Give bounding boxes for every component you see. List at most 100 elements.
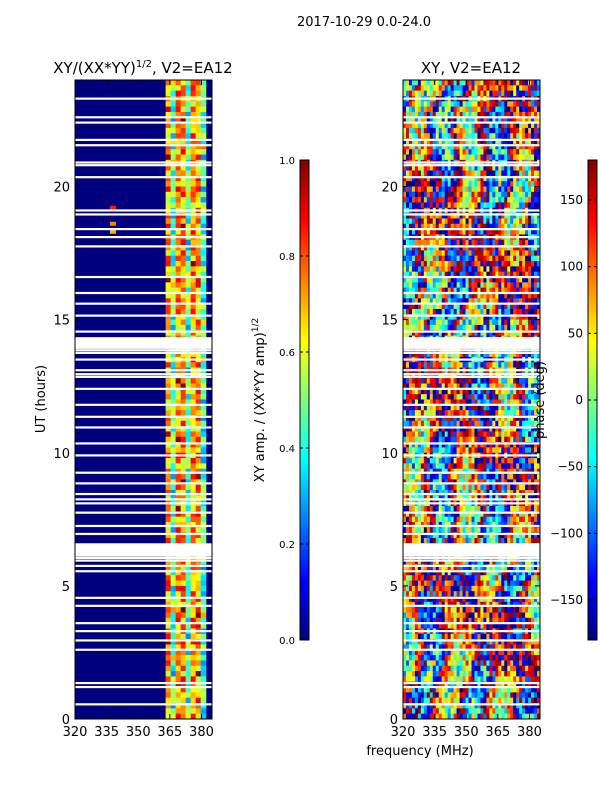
heatmap-cell	[190, 415, 197, 422]
heatmap-cell	[417, 426, 422, 433]
heatmap-cell	[465, 298, 470, 305]
heatmap-cell	[465, 383, 470, 390]
heatmap-cell	[519, 527, 523, 534]
heatmap-cell	[170, 149, 177, 156]
heatmap-cell	[165, 484, 172, 491]
heatmap-cell	[190, 511, 197, 518]
y-tick-label: 10	[53, 447, 70, 462]
heatmap-cell	[483, 223, 487, 230]
heatmap-cell	[507, 255, 511, 262]
heatmap-cell	[492, 149, 496, 156]
heatmap-cell	[426, 351, 431, 358]
heatmap-cell	[522, 282, 526, 289]
heatmap-cell	[477, 378, 482, 385]
heatmap-cell	[456, 122, 461, 129]
heatmap-cell	[165, 101, 172, 108]
heatmap-cell	[537, 516, 540, 523]
heatmap-cell	[525, 447, 529, 454]
heatmap-cell	[531, 218, 535, 225]
heatmap-cell	[429, 127, 434, 134]
heatmap-cell	[450, 133, 455, 140]
heatmap-cell	[525, 127, 529, 134]
heatmap-cell	[423, 293, 428, 299]
heatmap-cell	[185, 261, 192, 267]
heatmap-cell	[513, 426, 517, 433]
heatmap-cell	[441, 303, 446, 310]
heatmap-cell	[519, 298, 523, 305]
heatmap-cell	[447, 293, 452, 299]
heatmap-cell	[417, 261, 422, 267]
heatmap-cell	[180, 133, 187, 140]
heatmap-cell	[165, 591, 172, 598]
heatmap-cell	[450, 239, 455, 246]
heatmap-cell	[165, 447, 172, 454]
heatmap-cell	[408, 127, 413, 134]
heatmap-cell	[495, 197, 499, 204]
heatmap-cell	[414, 511, 419, 518]
heatmap-cell	[450, 223, 455, 230]
heatmap-cell	[185, 186, 192, 193]
heatmap-cell	[175, 287, 182, 294]
heatmap-cell	[534, 516, 538, 523]
heatmap-cell	[447, 506, 452, 512]
heatmap-cell	[411, 415, 416, 422]
heatmap-cell	[456, 314, 461, 321]
heatmap-cell	[435, 191, 440, 198]
heatmap-cell	[175, 527, 182, 534]
heatmap-cell	[180, 282, 187, 289]
heatmap-cell	[170, 117, 177, 124]
heatmap-cell	[474, 186, 479, 193]
heatmap-cell	[513, 330, 517, 337]
heatmap-cell	[441, 245, 446, 251]
heatmap-cell	[534, 117, 538, 124]
heatmap-cell	[507, 351, 511, 358]
heatmap-cell	[444, 474, 449, 480]
heatmap-cell	[438, 511, 443, 518]
heatmap-cell	[190, 287, 197, 294]
heatmap-cell	[516, 474, 520, 480]
heatmap-cell	[534, 90, 538, 97]
heatmap-cell	[471, 442, 476, 449]
heatmap-cell	[483, 266, 487, 273]
heatmap-cell	[519, 186, 523, 193]
heatmap-cell	[519, 415, 523, 422]
heatmap-cell	[489, 213, 493, 220]
heatmap-cell	[528, 511, 532, 518]
heatmap-cell	[462, 415, 467, 422]
heatmap-cell	[510, 298, 514, 305]
heatmap-cell	[501, 223, 505, 230]
heatmap-cell	[471, 250, 476, 257]
heatmap-cell	[185, 122, 192, 129]
heatmap-cell	[435, 431, 440, 438]
heatmap-cell	[435, 122, 440, 129]
heatmap-cell	[175, 239, 182, 246]
heatmap-cell	[465, 506, 470, 512]
heatmap-cell	[483, 383, 487, 390]
heatmap-cell	[417, 271, 422, 278]
flagged-row	[75, 498, 212, 501]
heatmap-cell	[408, 197, 413, 204]
heatmap-cell	[447, 170, 452, 177]
heatmap-cell	[190, 324, 197, 331]
heatmap-cell	[495, 85, 499, 92]
heatmap-cell	[405, 106, 410, 113]
heatmap-cell	[175, 484, 182, 491]
heatmap-cell	[450, 319, 455, 326]
heatmap-cell	[408, 133, 413, 140]
heatmap-cell	[441, 197, 446, 204]
heatmap-cell	[420, 436, 425, 443]
heatmap-cell	[185, 569, 192, 576]
heatmap-cell	[170, 319, 177, 326]
heatmap-cell	[465, 303, 470, 310]
heatmap-cell	[504, 324, 508, 331]
heatmap-cell	[444, 250, 449, 257]
heatmap-cell	[498, 255, 502, 262]
heatmap-cell	[180, 111, 187, 118]
heatmap-cell	[190, 175, 197, 182]
heatmap-cell	[489, 293, 493, 299]
heatmap-cell	[417, 324, 422, 331]
heatmap-cell	[403, 516, 407, 523]
heatmap-cell	[537, 154, 540, 161]
heatmap-cell	[465, 239, 470, 246]
heatmap-cell	[537, 463, 540, 470]
